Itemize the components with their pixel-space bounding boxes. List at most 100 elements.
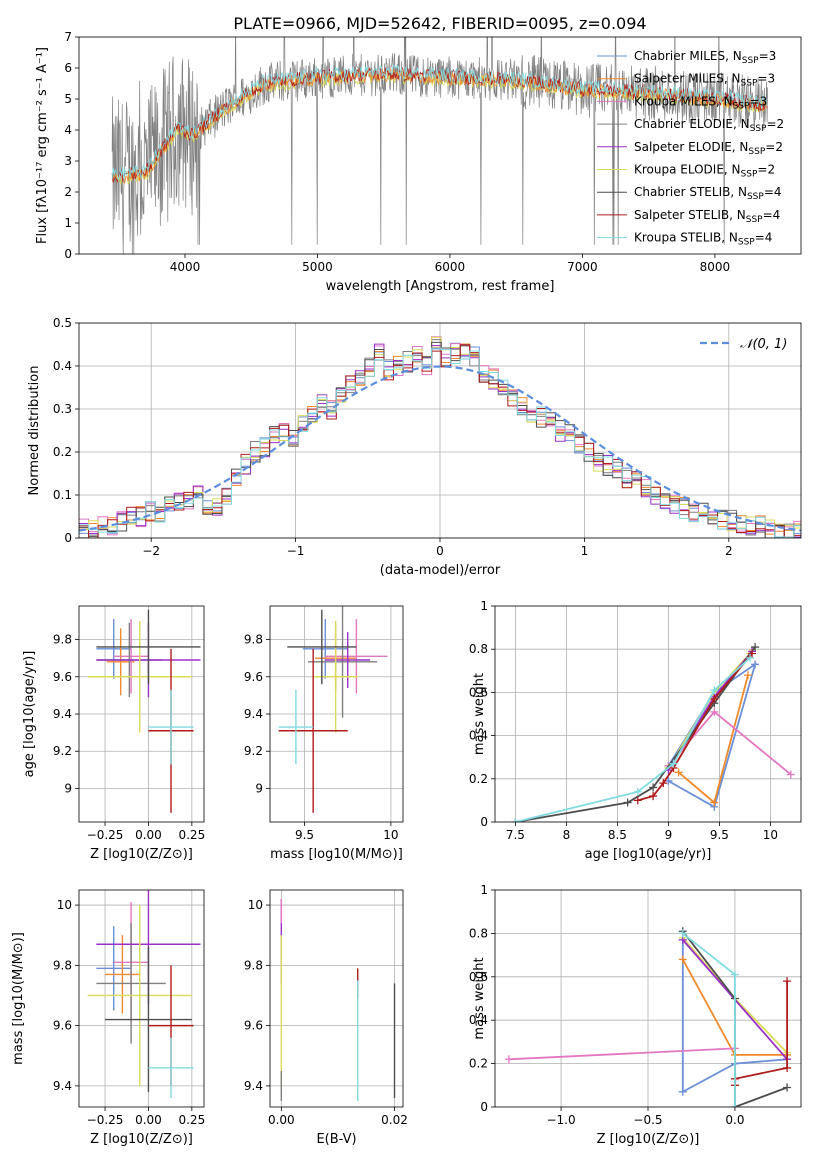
y-tick-label: 0 [64, 531, 72, 545]
series-line [734, 981, 788, 1086]
axes-age_vs_mass: 9.5 10 9 9.2 9.4 9.6 9.8 mass [log10(M/M⊙)] [244, 605, 404, 862]
plot-area-massweight_vs_Z [495, 890, 801, 1107]
x-axis-label: Z [log10(Z/Z⊙)] [90, 847, 193, 862]
normal-curve [79, 365, 801, 532]
axes-massweight_vs_Z: −1.0 −0.5 0.0 0 0.2 0.4 0.6 0.8 1 Z [log10(Z/Z⊙)]… [469, 883, 802, 1147]
series-marker [633, 796, 642, 805]
y-tick-label: 5 [64, 92, 72, 106]
x-tick-label: 8 [563, 828, 571, 842]
y-tick-label: 0.4 [53, 359, 72, 373]
series-marker [710, 686, 719, 695]
series-line [508, 1047, 735, 1061]
x-tick-label: −0.25 [87, 1113, 124, 1127]
y-tick-label: 9 [255, 781, 263, 795]
legend-label: Salpeter MILES, NSSP=3 [634, 72, 775, 89]
y-tick-label: 10 [57, 898, 72, 912]
x-axis-label: age [log10(age/yr)] [585, 847, 712, 862]
x-tick-label: 0.00 [135, 1113, 162, 1127]
x-axis-label: wavelength [Angstrom, rest frame] [326, 279, 555, 294]
legend-label: Chabrier MILES, NSSP=3 [634, 49, 776, 66]
series-line [637, 652, 753, 802]
series-marker [730, 970, 739, 979]
series-marker [678, 955, 687, 964]
y-axis-label: mass weight [472, 957, 487, 1039]
x-tick-label: 1 [581, 544, 589, 558]
y-tick-label: 9.6 [244, 1019, 263, 1033]
series-marker [710, 694, 719, 703]
axes-frame-mass_vs_EBV [269, 889, 404, 1108]
y-tick-label: 0.8 [469, 642, 488, 656]
series-marker [678, 1087, 687, 1096]
y-tick-label: 0.4 [469, 729, 488, 743]
series-marker [633, 787, 642, 796]
x-tick-label: 7.5 [506, 828, 525, 842]
x-tick-label: 4000 [170, 260, 201, 274]
y-tick-label: 0.2 [53, 445, 72, 459]
y-tick-label: 1 [480, 883, 488, 897]
y-tick-label: 0.6 [469, 970, 488, 984]
series-marker [748, 649, 757, 658]
series-marker [511, 818, 520, 822]
figure-title: PLATE=0966, MJD=52642, FIBERID=0095, z=0… [233, 14, 646, 33]
axes-age_vs_Z: −0.25 0.00 0.25 9 9.2 9.4 9.6 9.8 Z [log10(Z/Z⊙)… [22, 605, 205, 862]
legend-label: Chabrier ELODIE, NSSP=2 [634, 117, 784, 134]
x-tick-label: 10 [763, 828, 778, 842]
x-tick-label: 0.00 [135, 828, 162, 842]
y-tick-label: 2 [64, 185, 72, 199]
series-marker [678, 929, 687, 938]
y-tick-label: 0 [480, 815, 488, 829]
y-tick-label: 9.2 [244, 744, 263, 758]
x-tick-label: 5000 [302, 260, 333, 274]
x-tick-label: 0.25 [178, 828, 205, 842]
x-tick-label: 0.25 [178, 1113, 205, 1127]
y-tick-label: 3 [64, 154, 72, 168]
plot-area-age_vs_Z [79, 606, 204, 822]
plot-area-mass_vs_EBV [270, 890, 403, 1107]
series-marker [649, 783, 658, 792]
y-tick-label: 9.8 [244, 633, 263, 647]
legend-label: Salpeter STELIB, NSSP=4 [634, 208, 780, 225]
plot-area-age_vs_mass [270, 606, 403, 822]
plot-area-spectrum [111, 37, 768, 254]
y-tick-label: 9.4 [53, 1079, 72, 1093]
series-marker [674, 768, 683, 777]
x-axis-label: (data-model)/error [380, 563, 501, 578]
x-tick-label: −2 [142, 544, 160, 558]
y-axis-label: Normed distribution [27, 366, 42, 496]
y-axis-label: mass weight [472, 673, 487, 755]
axes-mass_vs_EBV: 0.00 0.02 9.4 9.6 9.8 10 E(B-V) [244, 889, 408, 1147]
x-tick-label: −0.25 [87, 828, 124, 842]
x-tick-label: 9 [665, 828, 673, 842]
series-marker [746, 653, 754, 662]
y-tick-label: 1 [480, 599, 488, 613]
y-tick-label: 0.2 [469, 772, 488, 786]
x-tick-label: 0.0 [725, 1113, 744, 1127]
legend-label: Kroupa ELODIE, NSSP=2 [634, 163, 775, 180]
y-tick-label: 9.4 [244, 707, 263, 721]
x-tick-label: 0.00 [268, 1113, 295, 1127]
series-marker [783, 1083, 792, 1092]
axes-spectrum: 4000 5000 6000 7000 8000 0 1 2 3 4 5 6 7 wavelength [… [35, 30, 802, 294]
x-axis-label: Z [log10(Z/Z⊙)] [597, 1132, 700, 1147]
series-marker [730, 1103, 739, 1107]
x-axis-label: mass [log10(M/M⊙)] [270, 847, 403, 862]
plot-area-massweight_vs_age [495, 606, 801, 822]
series-marker [710, 707, 719, 716]
spectrum-model-line [111, 65, 768, 181]
y-tick-label: 9.6 [244, 670, 263, 684]
y-tick-label: 7 [64, 30, 72, 44]
y-tick-label: 0.8 [469, 926, 488, 940]
legend-label: Chabrier STELIB, NSSP=4 [634, 185, 782, 202]
axes-frame-mass_vs_Z [78, 889, 205, 1108]
x-tick-label: 0 [436, 544, 444, 558]
y-tick-label: 0.3 [53, 402, 72, 416]
plot-area-residuals [79, 323, 801, 538]
y-tick-label: 9.8 [53, 958, 72, 972]
x-tick-label: 0.02 [381, 1113, 408, 1127]
y-tick-label: 4 [64, 123, 72, 137]
y-tick-label: 9.6 [53, 670, 72, 684]
series-line [681, 939, 788, 1094]
x-tick-label: −1 [287, 544, 305, 558]
